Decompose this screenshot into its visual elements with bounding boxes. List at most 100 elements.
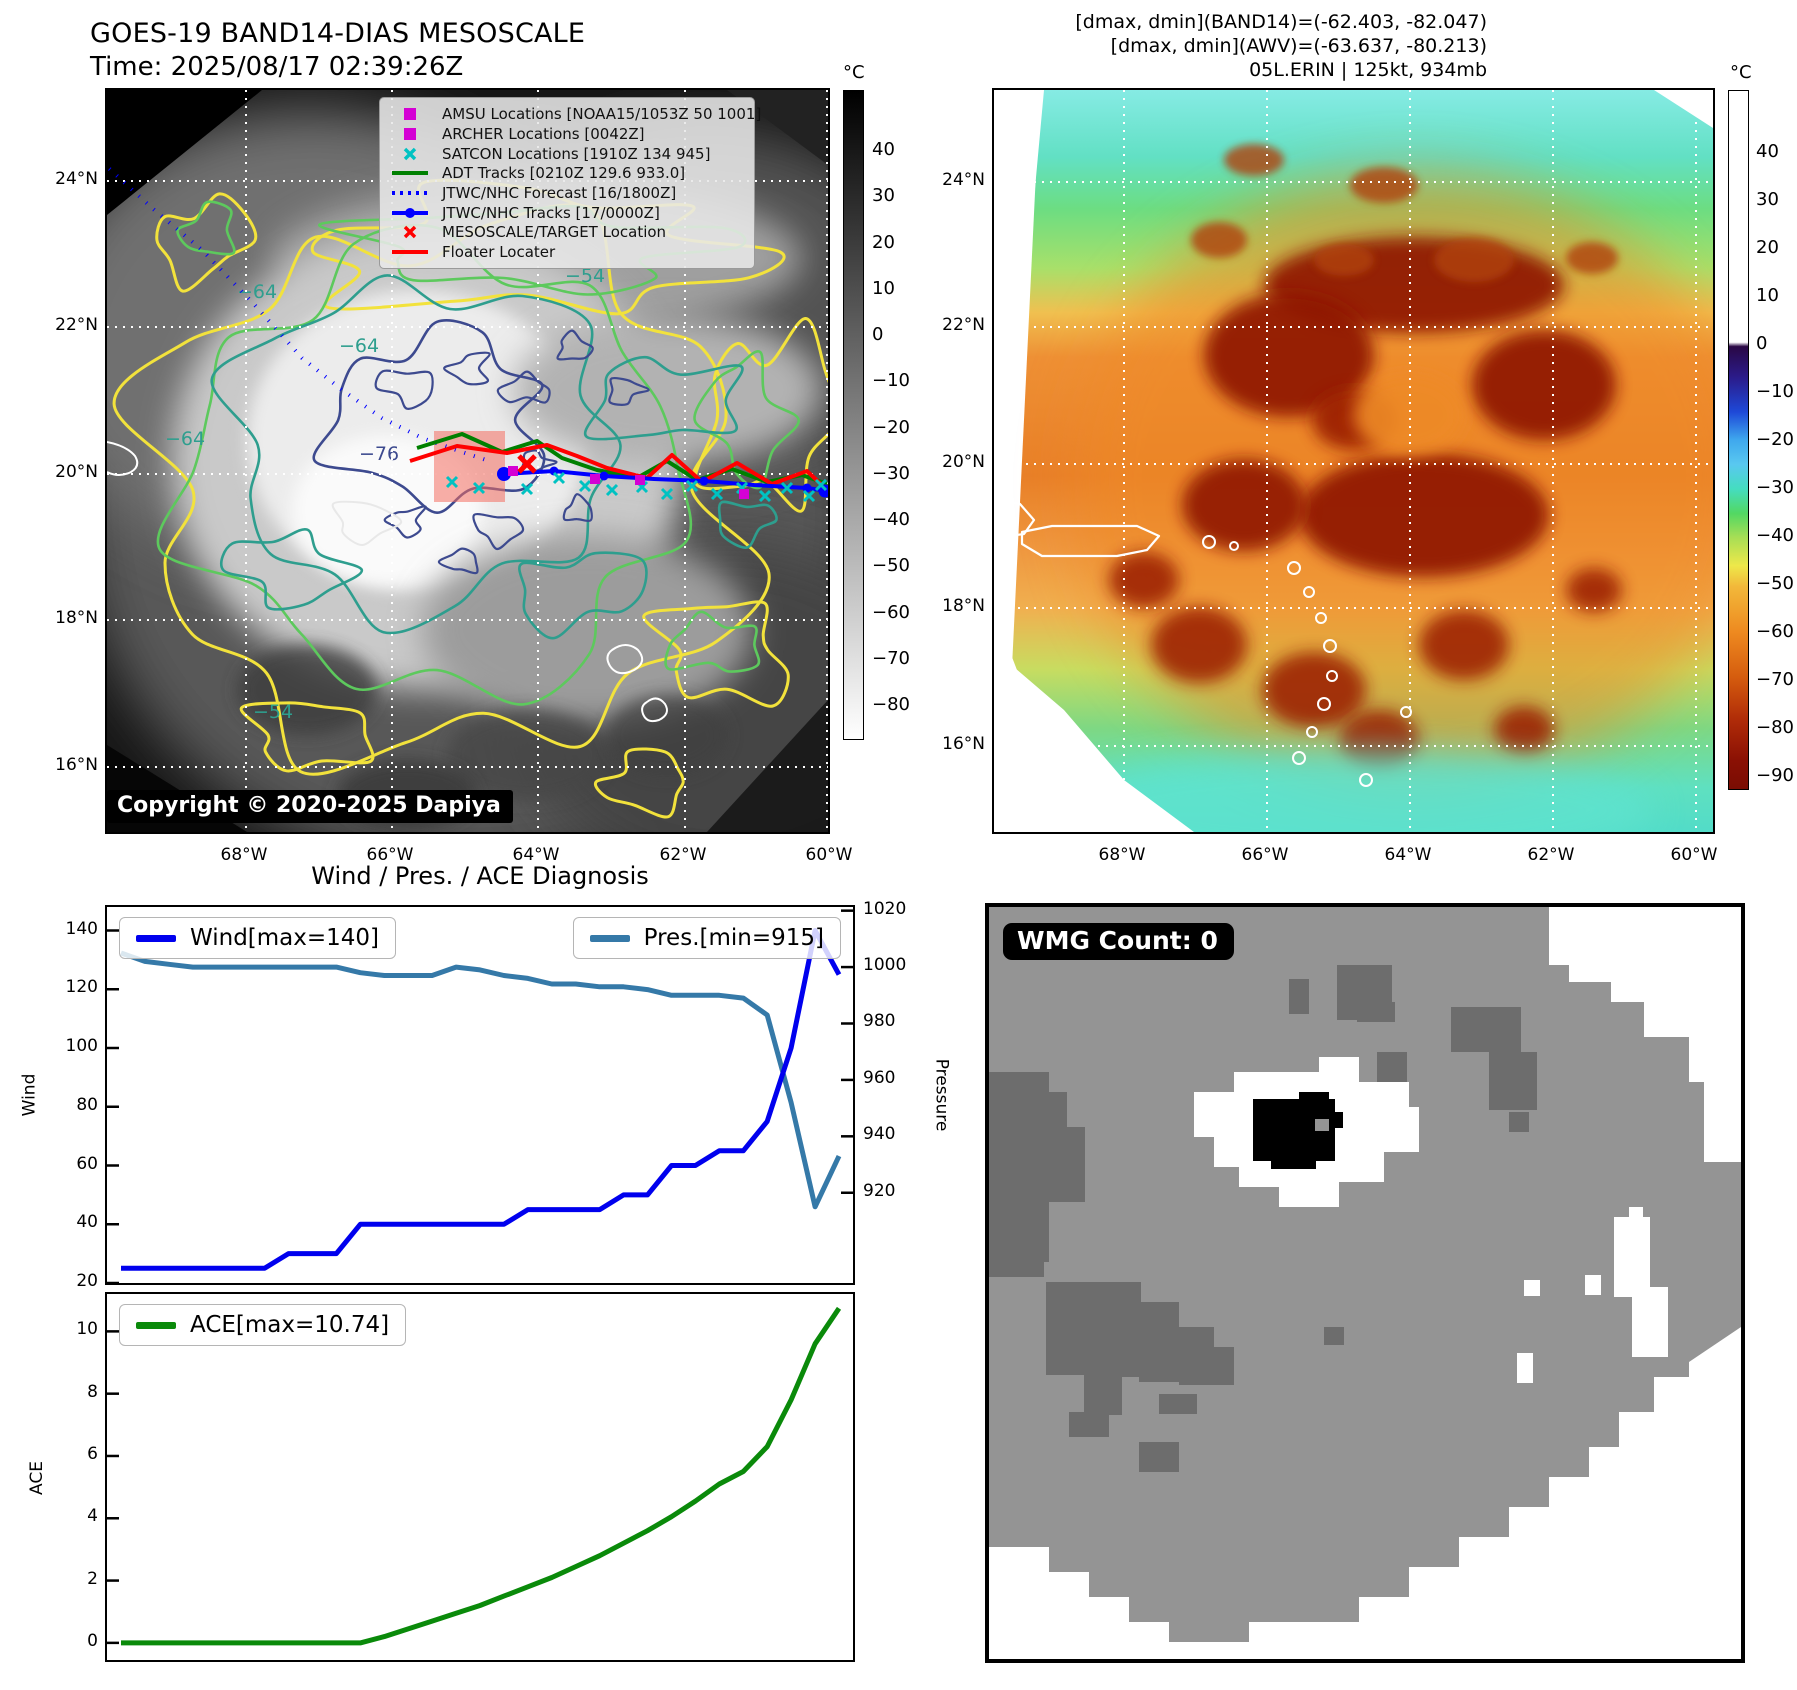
wind-ytick: 80	[76, 1094, 98, 1115]
island-outline	[1306, 726, 1318, 738]
timestamp: Time: 2025/08/17 02:39:26Z	[90, 52, 464, 82]
amsu-location-marker	[739, 489, 749, 499]
wind-legend: Wind[max=140]	[119, 917, 397, 959]
band14-colorbar-tick: −80	[872, 694, 910, 715]
mesoscale-target-box	[434, 431, 505, 502]
pressure-axis-label: Pressure	[931, 1058, 952, 1132]
series-Wind[max=140]	[121, 928, 842, 1271]
awv-colorbar-tick: 40	[1756, 141, 1779, 162]
line-marker-icon	[390, 165, 430, 181]
wind-swatch	[136, 934, 176, 942]
band14-colorbar-tick: 0	[872, 324, 884, 345]
right-map-xtick: 68°W	[1098, 845, 1146, 865]
island-outline	[1229, 541, 1239, 551]
legend-item-1: ARCHER Locations [0042Z]	[390, 125, 742, 143]
jtwc-track-point	[599, 471, 609, 481]
left-map-xtick: 66°W	[366, 845, 414, 865]
series-ACE[max=10.74]	[121, 1306, 842, 1646]
band14-colorbar-unit: °C	[843, 62, 865, 83]
amsu-location-marker	[635, 475, 645, 485]
ace-swatch	[136, 1321, 176, 1329]
legend-item-label: SATCON Locations [1910Z 134 945]	[442, 144, 711, 163]
square-marker-icon	[390, 106, 430, 122]
ace-ytick: 2	[87, 1568, 98, 1589]
legend-item-6: MESOSCALE/TARGET Location	[390, 223, 742, 241]
satcon-location-marker	[552, 471, 566, 485]
left-map-xtick: 62°W	[659, 845, 707, 865]
legend-item-2: SATCON Locations [1910Z 134 945]	[390, 144, 742, 163]
left-map-xtick: 60°W	[805, 845, 853, 865]
pressure-legend-label: Pres.[min=915]	[643, 925, 824, 951]
jtwc-track-point	[497, 467, 511, 481]
wind-ytick: 40	[76, 1212, 98, 1233]
island-outline	[1202, 535, 1216, 549]
dotted-marker-icon	[390, 185, 430, 201]
satcon-location-marker	[802, 489, 816, 503]
island-outline	[1323, 639, 1337, 653]
band14-colorbar	[843, 90, 864, 740]
island-outline	[1400, 706, 1412, 718]
satcon-location-marker	[710, 487, 724, 501]
legend-item-0: AMSU Locations [NOAA15/1053Z 50 1001]	[390, 105, 761, 123]
wind-legend-label: Wind[max=140]	[190, 925, 380, 951]
jtwc-track-point	[699, 476, 709, 486]
awv-colorbar-tick: −10	[1756, 381, 1794, 402]
satcon-location-marker	[605, 483, 619, 497]
band14-colorbar-tick: 20	[872, 231, 895, 253]
ace-legend: ACE[max=10.74]	[119, 1304, 407, 1346]
right-map-ytick: 22°N	[942, 315, 985, 335]
coastline	[994, 496, 1036, 540]
pressure-ytick: 960	[863, 1067, 896, 1088]
right-map-xtick: 66°W	[1241, 845, 1289, 865]
band14-colorbar-tick: −10	[872, 370, 910, 392]
stat-band14: [dmax, dmin](BAND14)=(-62.403, -82.047)	[1075, 11, 1487, 33]
svg-text:−54: −54	[565, 265, 605, 287]
amsu-location-marker	[590, 474, 600, 484]
legend-item-7: Floater Locater	[390, 243, 742, 261]
right-map-xtick: 62°W	[1527, 845, 1575, 865]
awv-colorbar-tick: 0	[1756, 333, 1768, 354]
legend-item-3: ADT Tracks [0210Z 129.6 933.0]	[390, 164, 742, 182]
satcon-location-marker	[445, 475, 459, 489]
right-map-ytick: 24°N	[942, 170, 985, 190]
awv-colorbar-tick: −90	[1756, 765, 1794, 786]
satcon-location-marker	[814, 478, 828, 492]
band14-colorbar-tick: −50	[872, 555, 910, 577]
ace-legend-label: ACE[max=10.74]	[190, 1312, 390, 1338]
coastline	[1020, 524, 1161, 558]
series-Pres.[min=915]	[120, 950, 842, 1210]
wind-pressure-plot-area	[107, 909, 853, 1283]
band14-colorbar-tick: 10	[872, 277, 895, 299]
left-map-ytick: 20°N	[55, 462, 98, 482]
awv-map-canvas	[994, 90, 1713, 832]
band14-colorbar-tick: −40	[872, 509, 910, 530]
right-map-ytick: 16°N	[942, 734, 985, 754]
right-map-xtick: 64°W	[1384, 845, 1432, 865]
right-map-ytick: 18°N	[942, 596, 985, 616]
awv-colorbar-tick: −80	[1756, 717, 1794, 738]
awv-colorbar-unit: °C	[1730, 62, 1752, 83]
mesoscale-target-marker	[517, 454, 537, 474]
wind-axis-label: Wind	[19, 1073, 40, 1117]
svg-text:−64: −64	[339, 335, 379, 357]
pressure-legend: Pres.[min=915]	[572, 917, 841, 959]
line-dot-marker-icon	[390, 205, 430, 221]
left-map-ytick: 24°N	[55, 169, 98, 189]
island-outline	[1287, 561, 1301, 575]
island-outline	[1326, 670, 1338, 682]
pressure-ytick: 980	[863, 1011, 896, 1032]
line-marker-icon	[390, 244, 430, 260]
left-map-ytick: 22°N	[55, 315, 98, 335]
pressure-ytick: 940	[863, 1124, 896, 1145]
pressure-ytick: 1020	[863, 898, 907, 919]
right-map-xtick: 60°W	[1670, 845, 1718, 865]
stats-block: [dmax, dmin](BAND14)=(-62.403, -82.047) …	[787, 10, 1487, 82]
copyright-badge: Copyright © 2020-2025 Dapiya	[107, 790, 513, 823]
legend-item-4: JTWC/NHC Forecast [16/1800Z]	[390, 184, 742, 202]
ace-plot-area	[107, 1306, 842, 1646]
svg-text:−54: −54	[253, 701, 293, 723]
band14-colorbar-tick: −70	[872, 647, 910, 669]
svg-text:−64: −64	[165, 428, 205, 450]
band14-colorbar-tick: 40	[872, 139, 895, 160]
